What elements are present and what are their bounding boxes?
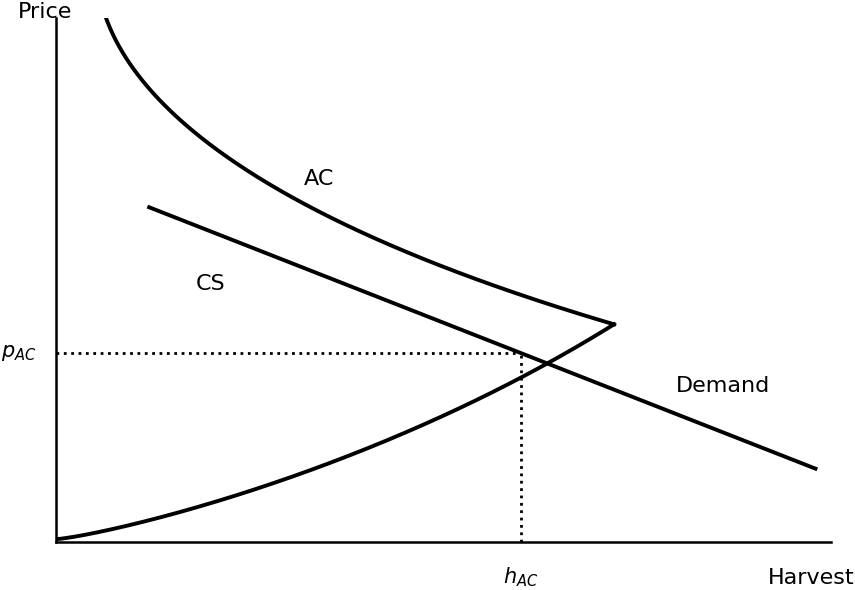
Text: $h_{AC}$: $h_{AC}$ [504,565,539,589]
Text: AC: AC [304,169,334,189]
Text: CS: CS [196,274,225,294]
Text: Demand: Demand [676,376,770,396]
Text: Harvest: Harvest [768,568,854,588]
Text: Price: Price [17,2,72,22]
Text: $p_{AC}$: $p_{AC}$ [2,343,37,363]
